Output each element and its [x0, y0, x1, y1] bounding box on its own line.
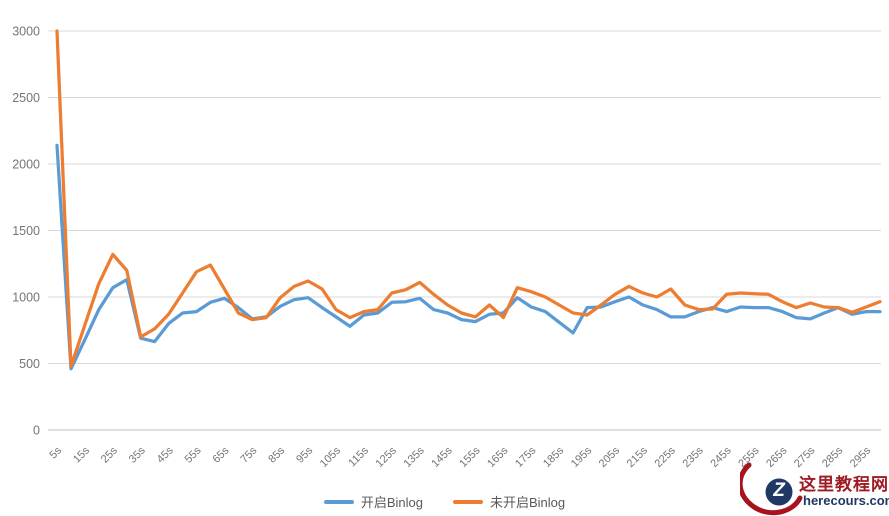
- x-axis-tick-label: 145s: [429, 444, 455, 470]
- y-axis-tick-label: 500: [19, 357, 40, 371]
- series-line-0: [55, 143, 882, 371]
- x-axis-tick-label: 35s: [127, 444, 148, 465]
- logo-circle-icon: [765, 478, 793, 506]
- site-watermark[interactable]: Z 这里教程网 herecours.com: [740, 457, 889, 516]
- x-axis-tick-label: 105s: [318, 444, 344, 470]
- x-axis-tick-label: 45s: [155, 444, 176, 465]
- x-axis-tick-label: 225s: [653, 444, 679, 470]
- logo-swoosh-icon: [740, 462, 803, 516]
- legend-item-binlog-off: 未开启Binlog: [453, 492, 565, 511]
- x-axis-tick-label: 75s: [238, 444, 259, 465]
- y-axis-tick-label: 2500: [12, 91, 40, 105]
- x-axis-tick-label: 245s: [708, 444, 734, 470]
- x-axis-tick-label: 175s: [513, 444, 539, 470]
- x-axis-tick-label: 25s: [99, 444, 120, 465]
- y-axis-tick-label: 1000: [12, 291, 40, 305]
- x-axis-tick-label: 165s: [485, 444, 511, 470]
- legend: 开启Binlog 未开启Binlog: [0, 492, 889, 511]
- x-axis-tick-label: 215s: [625, 444, 651, 470]
- x-axis-tick-label: 65s: [210, 444, 231, 465]
- y-axis-tick-label: 2000: [12, 158, 40, 172]
- x-axis-tick-label: 155s: [457, 444, 483, 470]
- x-axis-tick-label: 55s: [183, 444, 204, 465]
- legend-item-binlog-on: 开启Binlog: [323, 492, 423, 511]
- site-logo-icon: [740, 462, 803, 516]
- x-axis-tick-label: 95s: [294, 444, 315, 465]
- logo-letter: Z: [773, 480, 785, 501]
- x-axis-tick-label: 85s: [266, 444, 287, 465]
- x-axis-tick-label: 135s: [401, 444, 427, 470]
- legend-label-binlog-off: 未开启Binlog: [490, 495, 566, 510]
- x-axis-tick-label: 195s: [569, 444, 595, 470]
- legend-line-swatch-orange: [453, 499, 483, 504]
- x-axis-tick-label: 205s: [597, 444, 623, 470]
- y-axis-tick-label: 1500: [12, 224, 40, 238]
- x-axis-tick-label: 15s: [71, 444, 92, 465]
- series-line-1: [55, 29, 882, 368]
- y-axis-tick-label: 0: [33, 424, 40, 438]
- x-axis-tick-label: 235s: [680, 444, 706, 470]
- y-axis-tick-label: 3000: [12, 25, 40, 39]
- watermark-site-url[interactable]: herecours.com: [803, 493, 889, 508]
- x-axis-tick-label: 115s: [346, 444, 371, 469]
- legend-line-swatch-blue: [323, 499, 354, 504]
- x-axis-tick-label: 5s: [47, 444, 64, 461]
- x-axis-tick-label: 125s: [374, 444, 400, 470]
- x-axis-tick-label: 185s: [541, 444, 567, 470]
- watermark-site-name: 这里教程网: [799, 475, 889, 494]
- legend-label-binlog-on: 开启Binlog: [360, 495, 423, 510]
